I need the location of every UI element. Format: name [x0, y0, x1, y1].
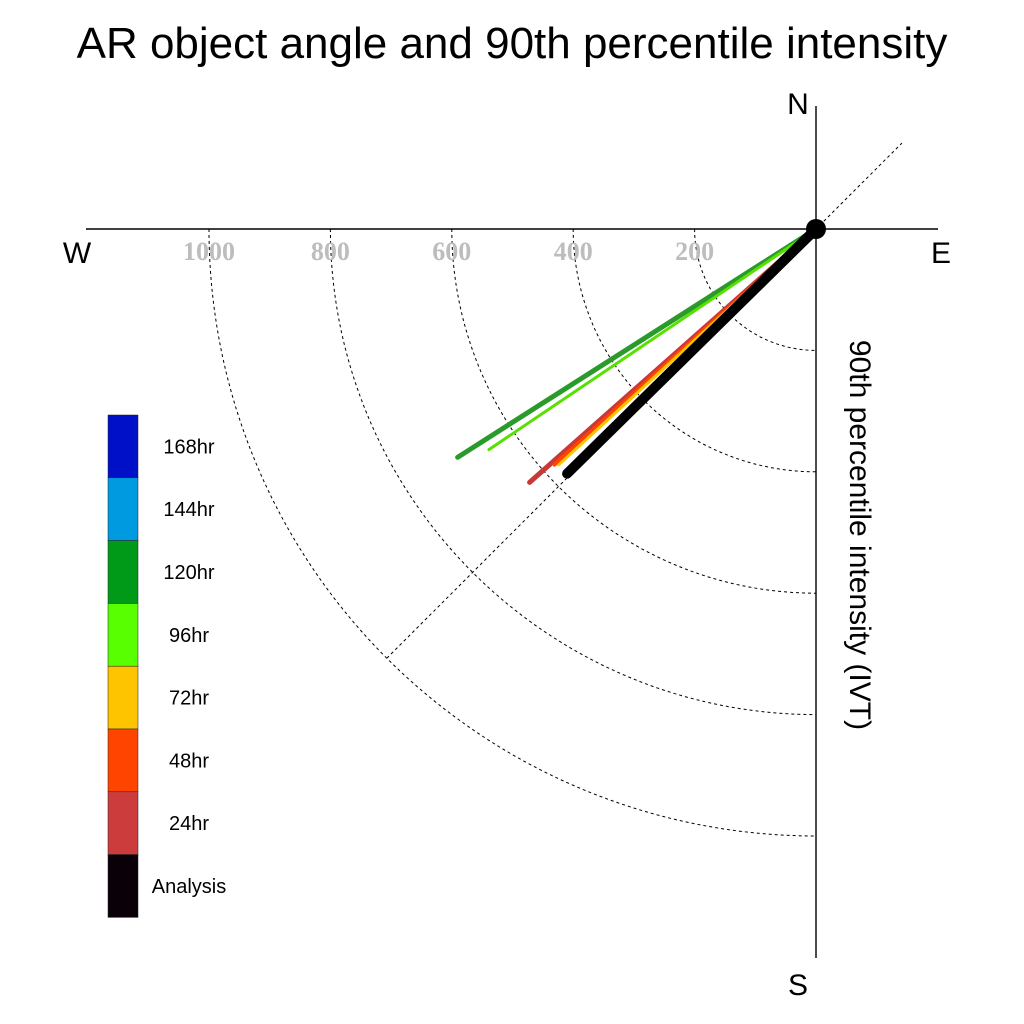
legend-swatch-72hr	[107, 665, 139, 730]
compass-south: S	[788, 969, 808, 1002]
legend-label-144hr: 144hr	[163, 499, 214, 521]
chart-title: AR object angle and 90th percentile inte…	[77, 19, 948, 68]
tick-label-800: 800	[311, 237, 350, 266]
legend-swatch-144hr	[107, 477, 139, 541]
legend-label-120hr: 120hr	[163, 562, 214, 584]
tick-label-400: 400	[554, 237, 593, 266]
compass-east: E	[931, 237, 951, 270]
vector-series	[455, 224, 821, 485]
ring-400	[572, 228, 817, 473]
legend-swatch-48hr	[107, 728, 139, 793]
legend-label-168hr: 168hr	[163, 436, 214, 458]
legend-swatch-96hr	[107, 603, 139, 667]
ring-600	[451, 228, 817, 594]
legend-label-48hr: 48hr	[169, 750, 209, 772]
legend-swatch-168hr	[107, 414, 139, 479]
compass-north: N	[787, 88, 809, 121]
ring-200	[694, 228, 817, 351]
radial-tick-labels: 200 400 600 800 1000	[183, 237, 714, 266]
tick-label-200: 200	[675, 237, 714, 266]
vector-120hr	[455, 226, 819, 460]
legend: 168hr 144hr 120hr 96hr 72hr 48hr 24hr Analysis	[107, 414, 226, 918]
compass-west: W	[63, 237, 92, 270]
legend-label-72hr: 72hr	[169, 688, 209, 710]
y-axis-label: 90th percentile intensity (IVT)	[843, 340, 876, 730]
legend-swatch-24hr	[107, 791, 139, 855]
vector-analysis	[562, 224, 821, 479]
legend-swatch-analysis	[107, 854, 139, 918]
tick-label-1000: 1000	[183, 237, 235, 266]
tick-label-600: 600	[432, 237, 471, 266]
vector-96hr	[487, 227, 818, 452]
ring-800	[329, 228, 817, 716]
legend-swatch-120hr	[107, 540, 139, 604]
origin-marker	[806, 219, 826, 239]
legend-label-96hr: 96hr	[169, 625, 209, 647]
legend-label-analysis: Analysis	[152, 876, 226, 898]
legend-label-24hr: 24hr	[169, 813, 209, 835]
